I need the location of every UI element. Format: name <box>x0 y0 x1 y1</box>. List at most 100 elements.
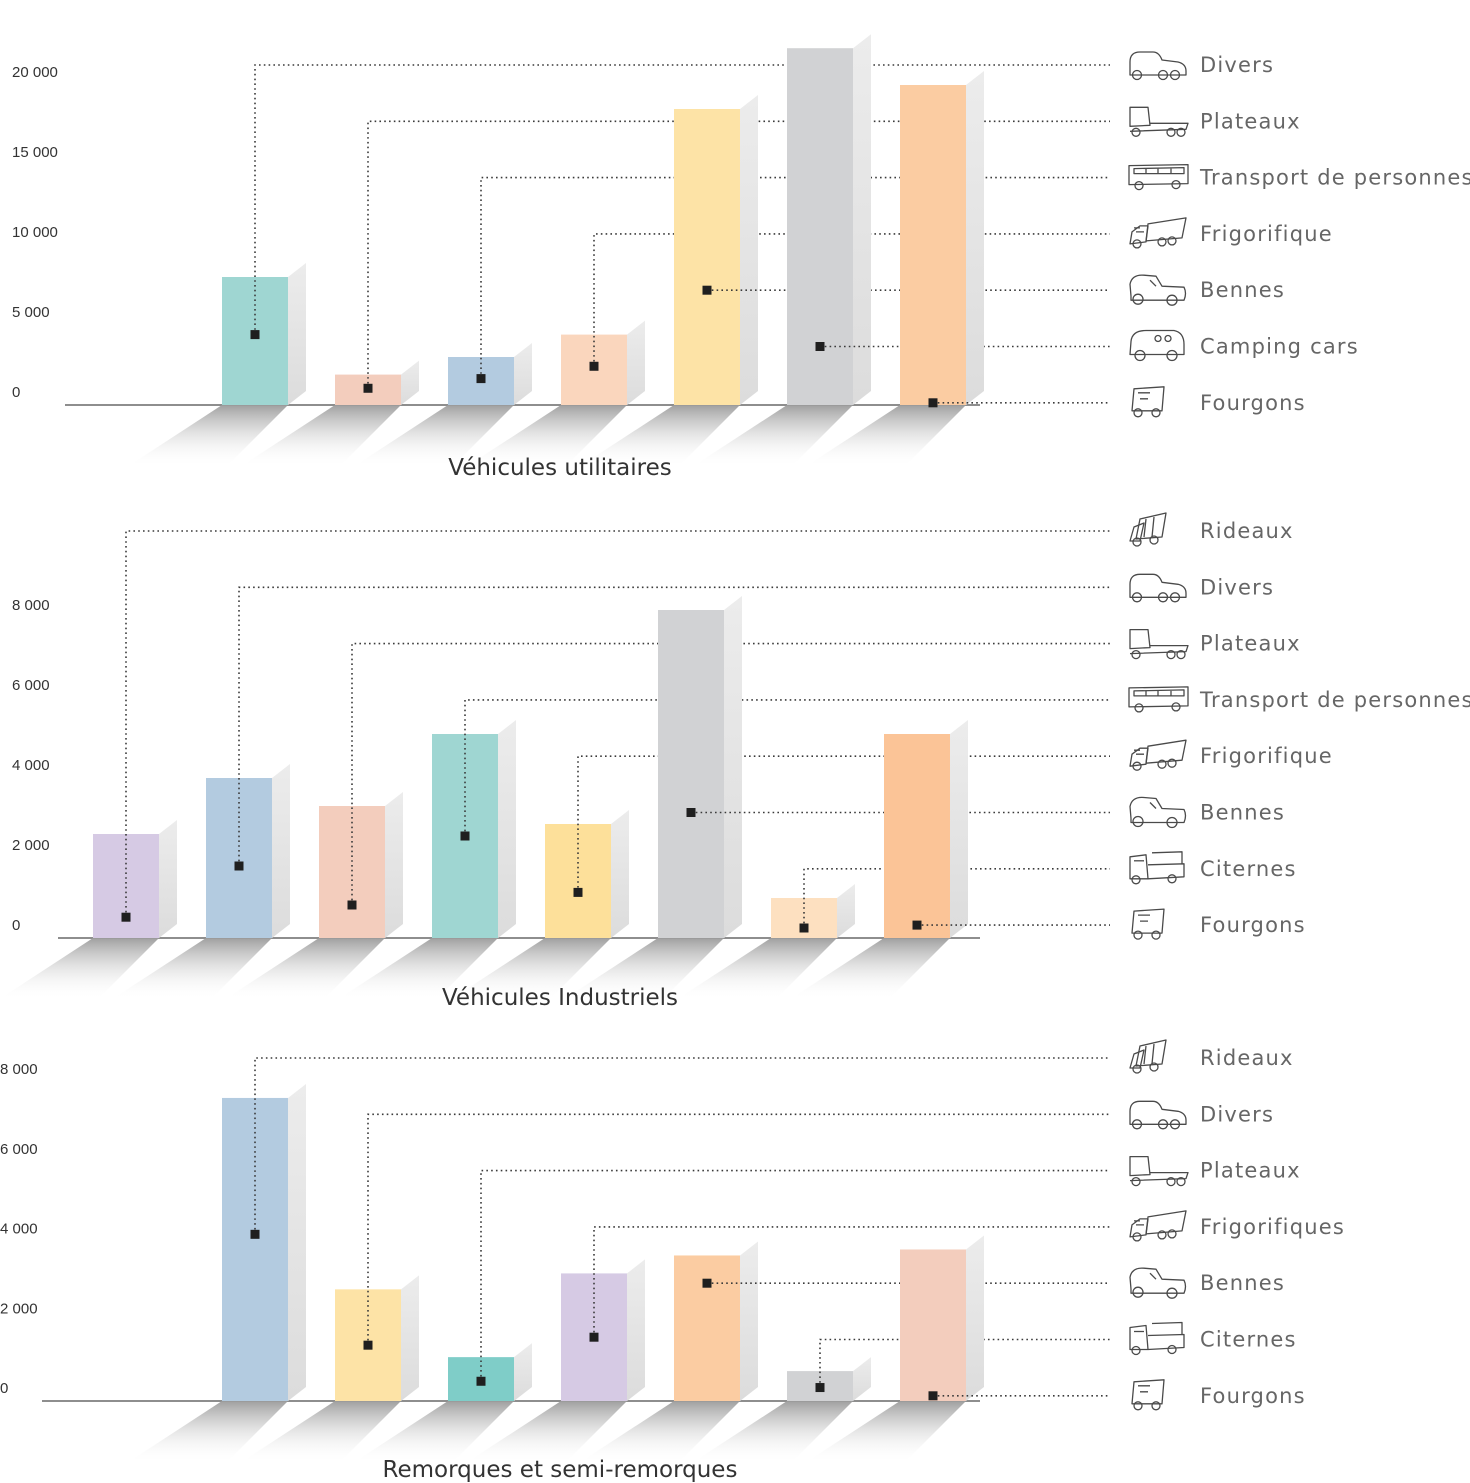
y-tick-label: 0 <box>0 1380 8 1397</box>
bar-side-face <box>514 343 532 405</box>
refrigerated-truck-icon <box>1129 1210 1187 1242</box>
pickup-truck-icon <box>1129 274 1187 306</box>
legend-label-transport-de-personnes: Transport de personnes <box>1199 688 1470 712</box>
y-tick-label: 0 <box>12 917 20 934</box>
van-icon <box>1131 908 1165 940</box>
leader-marker <box>476 374 486 384</box>
bar-rideaux <box>222 1097 288 1401</box>
chart-title: Remorques et semi-remorques <box>383 1457 738 1483</box>
legend-label-frigorifique: Frigorifique <box>1200 744 1333 768</box>
y-tick-label: 8 000 <box>0 1061 38 1078</box>
chart-vehicules-industriels: 0 2 000 4 000 6 000 8 000 Rideaux Divers Platea… <box>0 512 1470 1011</box>
legend-label-citernes: Citernes <box>1200 1328 1297 1352</box>
leader-line <box>351 642 1110 905</box>
leader-marker <box>589 1332 599 1342</box>
legend-label-frigorifique: Frigorifique <box>1200 222 1333 246</box>
camper-icon <box>1129 329 1185 362</box>
bar-side-face <box>401 360 419 405</box>
bar-floor-shadow <box>466 405 627 467</box>
legend-label-divers: Divers <box>1200 53 1274 77</box>
legend-label-fourgons: Fourgons <box>1200 391 1306 415</box>
leader-marker <box>363 1340 373 1350</box>
bar-side-face <box>514 1343 532 1401</box>
leader-line <box>577 755 1110 893</box>
leader-line <box>254 64 1110 335</box>
bar-floor-shadow <box>337 938 498 1000</box>
bar-plateaux <box>319 806 385 938</box>
legend-label-bennes: Bennes <box>1200 1271 1285 1295</box>
legend-label-fourgons: Fourgons <box>1200 1384 1306 1408</box>
leader-marker <box>121 912 131 922</box>
bar-side-face <box>401 1275 419 1401</box>
leader-marker <box>928 1391 938 1401</box>
bar-floor-shadow <box>127 405 288 467</box>
leader-marker <box>250 1229 260 1239</box>
legend-label-camping-cars: Camping cars <box>1200 335 1359 359</box>
legend-label-divers: Divers <box>1200 575 1274 599</box>
y-tick-label: 8 000 <box>12 597 50 614</box>
bar-side-face <box>837 884 855 938</box>
legend-label-plateaux: Plateaux <box>1200 632 1301 656</box>
y-tick-label: 4 000 <box>12 757 50 774</box>
bar-floor-shadow <box>805 405 966 467</box>
van-icon <box>1131 386 1165 418</box>
leader-line <box>593 1226 1110 1338</box>
y-tick-label: 2 000 <box>0 1300 38 1317</box>
bar-side-face <box>288 1083 306 1401</box>
bar-floor-shadow <box>676 938 837 1000</box>
bar-floor-shadow <box>692 1401 853 1463</box>
legend-label-plateaux: Plateaux <box>1200 1159 1301 1183</box>
y-tick-label: 0 <box>12 384 20 401</box>
leader-marker <box>928 398 938 408</box>
bar-floor-shadow <box>450 938 611 1000</box>
pickup-truck-icon <box>1129 796 1187 829</box>
leader-line <box>238 586 1110 866</box>
bar-side-face <box>288 263 306 405</box>
leader-line <box>803 868 1110 928</box>
bar-bennes <box>658 610 724 938</box>
y-tick-label: 10 000 <box>12 224 58 241</box>
bus-icon <box>1128 163 1189 191</box>
leader-line <box>125 530 1110 918</box>
leader-marker <box>589 361 599 371</box>
bar-floor-shadow <box>789 938 950 1000</box>
bar-camping-cars <box>787 48 853 405</box>
leader-marker <box>702 1278 712 1288</box>
bar-floor-shadow <box>805 1401 966 1463</box>
chart-title: Véhicules utilitaires <box>448 455 671 481</box>
bar-side-face <box>627 320 645 405</box>
bus-icon <box>1128 686 1189 713</box>
chart-vehicules-utilitaires: 0 5 000 10 000 15 000 20 000 Divers Plateaux Tr… <box>12 34 1470 481</box>
leader-marker <box>234 861 244 871</box>
y-tick-label: 15 000 <box>12 144 58 161</box>
tanker-truck-icon <box>1129 1321 1185 1356</box>
bar-floor-shadow <box>111 938 272 1000</box>
leader-marker <box>460 831 470 841</box>
bar-floor-shadow <box>353 405 514 467</box>
leader-line <box>254 1057 1110 1235</box>
bar-floor-shadow <box>579 1401 740 1463</box>
bar-side-face <box>966 71 984 405</box>
leader-line <box>464 699 1110 836</box>
bar-side-face <box>853 34 871 405</box>
bar-floor-shadow <box>692 405 853 467</box>
bar-side-face <box>611 810 629 938</box>
legend-label-bennes: Bennes <box>1200 801 1285 825</box>
leader-line <box>367 1113 1110 1346</box>
bar-side-face <box>498 720 516 938</box>
flatbed-truck-icon <box>1129 628 1189 660</box>
y-tick-label: 6 000 <box>12 677 50 694</box>
y-tick-label: 4 000 <box>0 1221 38 1238</box>
legend-label-frigorifiques: Frigorifiques <box>1200 1215 1345 1239</box>
flatbed-truck-icon <box>1129 106 1189 137</box>
bar-fourgons <box>900 85 966 405</box>
bar-fourgons <box>884 734 950 938</box>
leader-marker <box>573 887 583 897</box>
bar-side-face <box>385 792 403 938</box>
bar-side-face <box>966 1235 984 1401</box>
legend-label-bennes: Bennes <box>1200 278 1285 302</box>
bar-divers <box>206 778 272 938</box>
leader-marker <box>702 285 712 295</box>
bar-side-face <box>740 95 758 405</box>
